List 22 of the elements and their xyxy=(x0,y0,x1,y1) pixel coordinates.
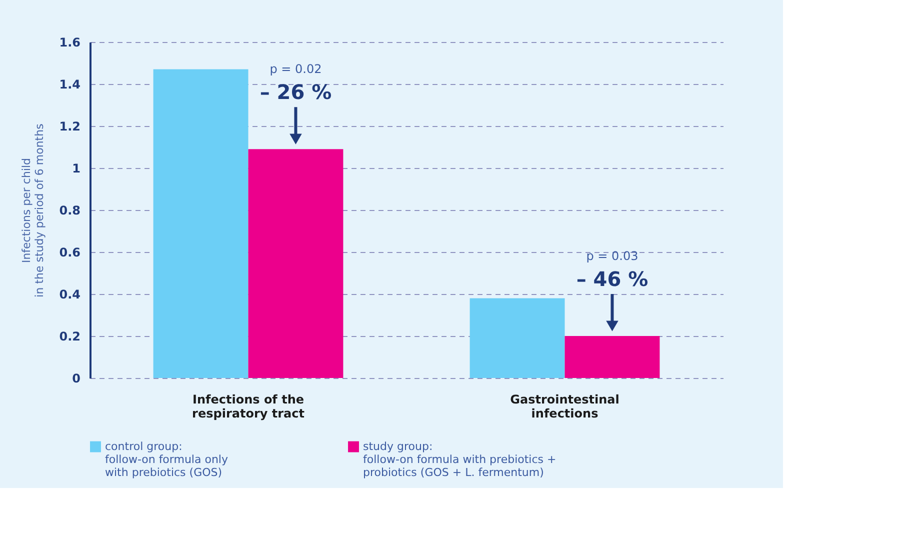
y-tick-label: 1.4 xyxy=(59,78,80,92)
x-tick-label: Gastrointestinal infections xyxy=(510,392,620,420)
y-tick-label: 0 xyxy=(72,372,80,386)
legend-label: study group: follow-on formula with prebiotics + probiotics (GOS + L. fermentum) xyxy=(363,440,556,479)
y-tick-label: 0.6 xyxy=(59,246,80,260)
annotation: – 26 % xyxy=(260,80,332,104)
annotation: – 46 % xyxy=(576,267,648,291)
y-tick-label: 1 xyxy=(72,162,80,176)
y-tick-label: 0.4 xyxy=(59,288,80,302)
y-tick-label: 1.2 xyxy=(59,120,80,134)
bar xyxy=(248,149,344,378)
legend-label: control group: follow-on formula only with prebiotics (GOS) xyxy=(105,440,228,479)
annotation: p = 0.02 xyxy=(270,62,322,76)
y-tick-label: 0.8 xyxy=(59,204,80,218)
y-tick-label: 0.2 xyxy=(59,330,80,344)
bar xyxy=(153,69,248,378)
annotation: p = 0.03 xyxy=(586,249,638,263)
y-axis-title: Infections per child in the study period of 6 months xyxy=(20,123,46,298)
bar xyxy=(470,298,565,378)
x-tick-label: Infections of the respiratory tract xyxy=(192,392,305,420)
y-tick-label: 1.6 xyxy=(59,36,80,50)
bar xyxy=(564,336,660,378)
